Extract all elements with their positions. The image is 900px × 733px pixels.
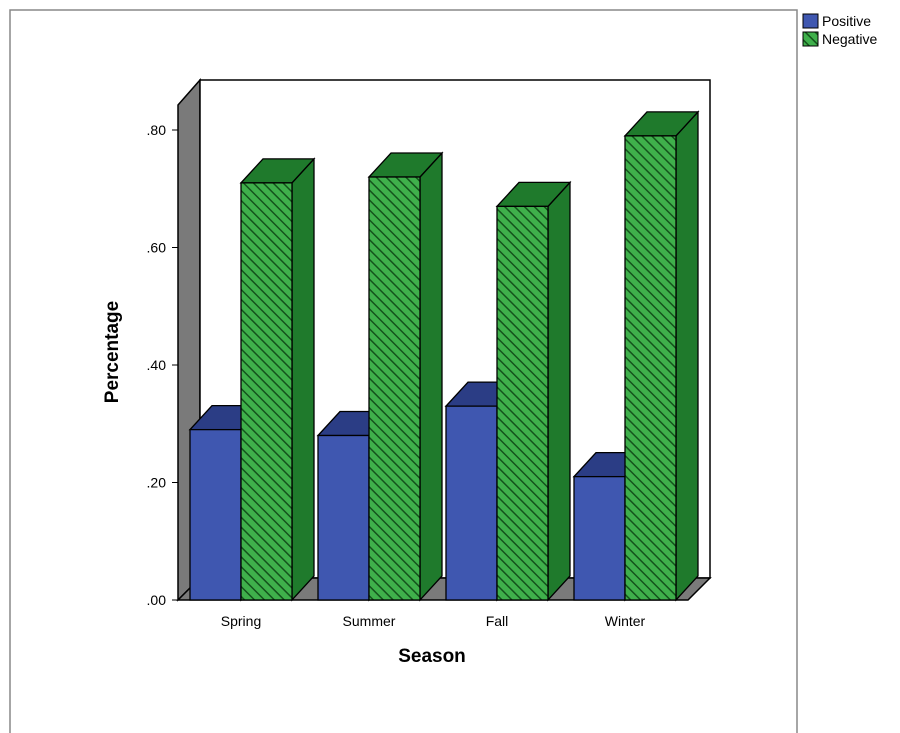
bar-front [496, 205, 549, 601]
y-tick-label: .40 [147, 357, 167, 373]
y-tick-label: .20 [147, 475, 167, 491]
bar-front [317, 434, 370, 601]
bar-negative-fall [495, 180, 572, 602]
x-axis-title: Season [398, 646, 466, 667]
x-tick-label: Spring [221, 613, 261, 629]
y-axis: .00 .20 .40 .60 .80 [147, 122, 179, 608]
y-axis-title: Percentage [102, 301, 123, 403]
x-axis: Spring Summer Fall Winter [221, 613, 646, 629]
x-tick-label: Winter [605, 613, 646, 629]
y-tick-label: .00 [147, 592, 167, 608]
legend-label: Positive [822, 13, 871, 29]
bar-side [547, 180, 571, 602]
bar-negative-winter [623, 110, 700, 602]
bar-front [445, 405, 498, 601]
y-tick-label: .80 [147, 122, 167, 138]
bar-front [240, 182, 293, 601]
bar-side [675, 110, 699, 602]
bar-side [291, 157, 315, 602]
bar-front [624, 135, 677, 601]
x-tick-label: Fall [486, 613, 509, 629]
y-tick-label: .60 [147, 240, 167, 256]
legend-swatch [802, 13, 819, 29]
x-tick-label: Summer [343, 613, 396, 629]
bars [188, 110, 700, 602]
bar-front [189, 428, 242, 601]
legend-label: Negative [822, 31, 877, 47]
bar-front [368, 176, 421, 601]
bar-front [573, 475, 626, 601]
bar-side [419, 151, 443, 602]
bar-negative-summer [367, 151, 444, 602]
legend-swatch [802, 31, 819, 47]
bar-negative-spring [239, 157, 316, 602]
legend: Positive Negative [802, 13, 877, 47]
